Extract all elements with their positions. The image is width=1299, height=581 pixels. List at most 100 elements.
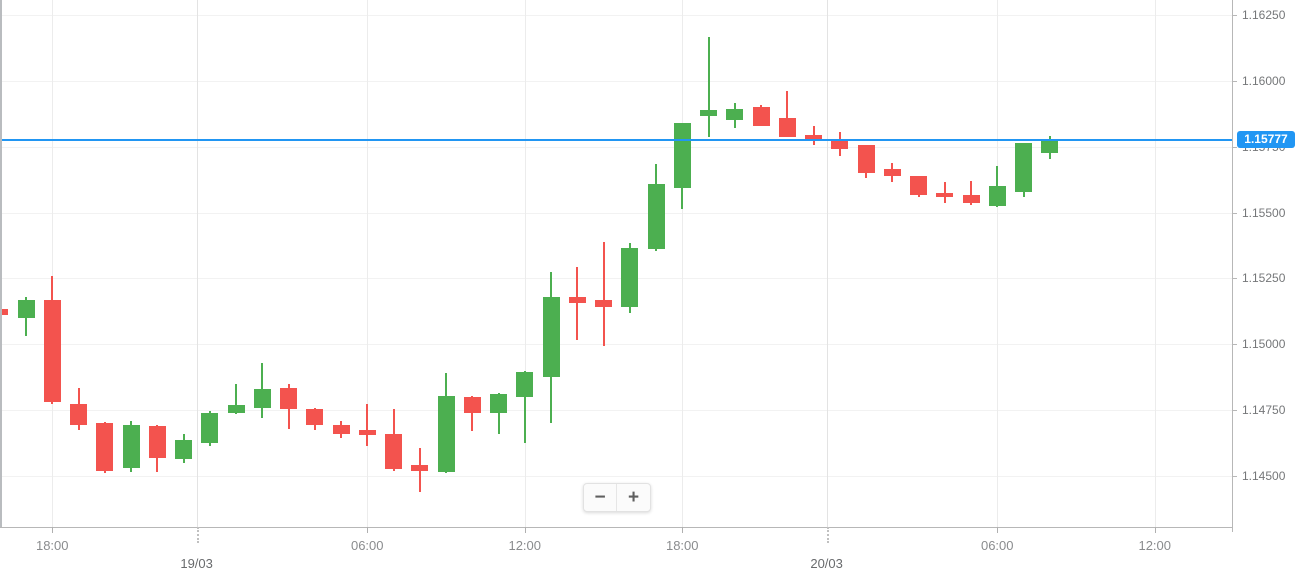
candle-body (831, 141, 849, 150)
time-axis-tick (1154, 527, 1156, 533)
candle-body (673, 123, 691, 188)
price-axis-line (1232, 0, 1233, 532)
candle-body (1041, 139, 1059, 154)
candle-body (201, 412, 219, 444)
candle-body (962, 195, 980, 204)
candle-body (227, 404, 245, 413)
candle-body (437, 395, 455, 473)
last-price-line (0, 138, 1232, 141)
time-axis-tick (997, 527, 999, 533)
candle-body (17, 299, 35, 318)
candle-body (542, 296, 560, 378)
candle-body (647, 183, 665, 250)
candle-body (988, 186, 1006, 206)
horizontal-gridline (0, 476, 1232, 478)
candle-wick (471, 395, 474, 432)
price-axis-tick (1232, 410, 1237, 412)
candle-wick (786, 91, 789, 138)
date-gridline (826, 0, 828, 527)
date-axis-label: 19/03 (180, 556, 213, 571)
candle-body (175, 440, 192, 459)
candle-wick (235, 383, 237, 415)
price-axis-label: 1.16250 (1242, 8, 1286, 22)
horizontal-gridline (0, 15, 1232, 16)
price-axis-label: 1.14500 (1242, 469, 1286, 484)
time-gridline (524, 0, 526, 527)
time-axis-tick (367, 527, 369, 533)
candle-body (910, 175, 927, 196)
price-axis-tick (1232, 476, 1237, 478)
candle-wick (576, 266, 579, 341)
time-axis-line (0, 527, 1233, 528)
time-axis-label: 18:00 (665, 538, 699, 553)
candle-body (595, 299, 612, 308)
chart-left-border (0, 0, 2, 527)
zoom-out-button[interactable]: − (584, 484, 617, 511)
candle-body (726, 108, 744, 121)
time-gridline (997, 0, 999, 527)
price-axis-label: 1.16000 (1242, 73, 1286, 88)
price-axis[interactable]: 1.162501.160001.157501.155001.152501.150… (1232, 0, 1299, 527)
price-axis-label: 1.14750 (1242, 403, 1286, 418)
candle-body (752, 107, 770, 126)
candle-body (1015, 142, 1032, 192)
candle-body (463, 396, 481, 413)
price-axis-label: 1.15000 (1242, 337, 1286, 352)
candle-body (0, 308, 9, 316)
candle-body (96, 423, 114, 471)
candle-body (700, 109, 717, 117)
plot-area[interactable] (0, 0, 1232, 527)
candle-body (883, 169, 901, 176)
candle-body (516, 371, 534, 397)
date-axis-tick (826, 527, 829, 543)
time-gridline (682, 0, 684, 527)
horizontal-gridline (0, 344, 1232, 346)
candle-body (805, 134, 822, 141)
candle-body (358, 429, 376, 436)
candle-body (568, 296, 586, 304)
candle-wick (366, 403, 369, 446)
date-axis-label: 20/03 (810, 556, 843, 571)
time-gridline (52, 0, 54, 527)
horizontal-gridline (0, 410, 1232, 412)
last-price-badge: 1.15777 (1237, 131, 1295, 149)
zoom-in-button[interactable]: + (617, 484, 650, 511)
price-axis-tick (1232, 15, 1237, 16)
candle-wick (497, 393, 500, 434)
time-axis-label: 06:00 (980, 538, 1014, 553)
date-gridline (196, 0, 198, 527)
candle-body (43, 299, 61, 403)
time-axis-tick (682, 527, 684, 533)
price-axis-tick (1232, 80, 1237, 82)
candle-wick (970, 180, 972, 205)
candle-body (148, 425, 166, 458)
time-axis-label: 06:00 (350, 538, 384, 553)
price-axis-label: 1.15500 (1242, 205, 1286, 220)
candle-wick (602, 241, 605, 346)
candle-body (306, 408, 324, 425)
price-axis-tick (1232, 146, 1237, 148)
candle-body (936, 192, 954, 197)
candle-body (253, 389, 271, 408)
candle-body (122, 424, 140, 469)
time-axis-label: 18:00 (35, 538, 69, 553)
date-axis-tick (196, 527, 199, 543)
time-axis-tick (52, 527, 54, 533)
candle-body (70, 403, 87, 425)
time-axis-label: 12:00 (508, 538, 542, 553)
time-axis[interactable]: 18:00 19/03 06:00 12:00 18:00 20/03 06:00 12:00 (0, 527, 1233, 581)
horizontal-gridline (0, 212, 1232, 214)
price-axis-tick (1232, 278, 1237, 280)
candle-body (411, 465, 429, 471)
price-axis-label: 1.15250 (1242, 271, 1286, 286)
price-axis-tick (1232, 344, 1237, 346)
horizontal-gridline (0, 278, 1232, 280)
candle-body (778, 117, 796, 138)
time-axis-label: 12:00 (1138, 538, 1172, 553)
time-gridline (1154, 0, 1156, 527)
candle-wick (707, 37, 710, 138)
horizontal-gridline (0, 80, 1232, 82)
horizontal-gridline (0, 146, 1232, 148)
time-axis-tick (524, 527, 526, 533)
